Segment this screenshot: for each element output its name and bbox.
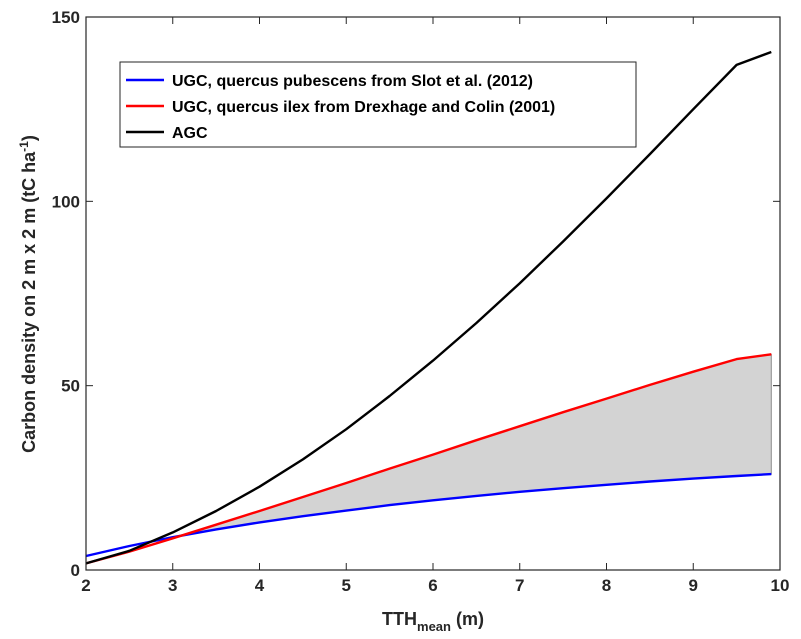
x-tick-label: 10 [771, 576, 790, 595]
series-line-agc [85, 50, 772, 565]
x-axis-title: TTHmean (m) [382, 609, 484, 634]
y-tick-label: 0 [71, 561, 80, 580]
series-line-ugc-ilex [85, 353, 772, 565]
x-tick-label: 5 [342, 576, 351, 595]
x-tick-label: 9 [689, 576, 698, 595]
x-tick-label: 8 [602, 576, 611, 595]
x-tick-label: 3 [168, 576, 177, 595]
y-axis-title: Carbon density on 2 m x 2 m (tC ha-1) [17, 135, 39, 453]
legend-box [119, 61, 637, 148]
legend-label: AGC [172, 125, 208, 142]
x-tick-label: 7 [515, 576, 524, 595]
legend: UGC, quercus pubescens from Slot et al. … [119, 61, 637, 148]
legend-items: UGC, quercus pubescens from Slot et al. … [126, 73, 555, 142]
x-tick-label: 4 [255, 576, 265, 595]
y-tick-label: 100 [52, 192, 80, 211]
x-tick-label: 2 [81, 576, 90, 595]
y-tick-label: 150 [52, 8, 80, 27]
legend-label: UGC, quercus pubescens from Slot et al. … [172, 73, 533, 90]
y-tick-label: 50 [61, 377, 80, 396]
x-tick-label: 6 [428, 576, 437, 595]
legend-label: UGC, quercus ilex from Drexhage and Coli… [172, 99, 555, 116]
series-lines-layer [85, 50, 772, 565]
series-line-ugc-pubescens [85, 472, 772, 558]
